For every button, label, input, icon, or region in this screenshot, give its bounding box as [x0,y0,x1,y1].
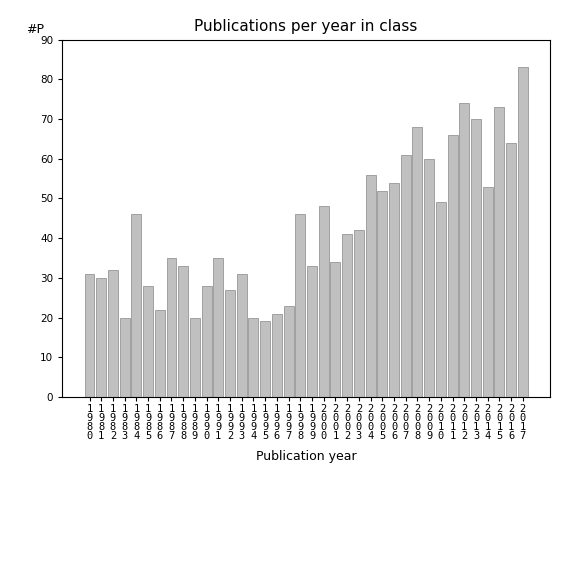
Bar [494,107,505,397]
Title: Publications per year in class: Publications per year in class [194,19,418,35]
Bar [483,187,493,397]
Bar [213,258,223,397]
Bar [202,286,211,397]
Text: #P: #P [26,23,44,36]
Bar [237,274,247,397]
Bar [436,202,446,397]
Bar [342,234,352,397]
Bar [401,155,411,397]
Bar [331,262,340,397]
Bar [108,270,118,397]
X-axis label: Publication year: Publication year [256,450,357,463]
Bar [120,318,130,397]
Bar [295,214,305,397]
Bar [84,274,95,397]
Bar [354,230,364,397]
Bar [260,321,270,397]
Bar [366,175,375,397]
Bar [447,135,458,397]
Bar [412,127,422,397]
Bar [424,159,434,397]
Bar [190,318,200,397]
Bar [506,143,516,397]
Bar [272,314,282,397]
Bar [155,310,165,397]
Bar [377,191,387,397]
Bar [518,67,528,397]
Bar [307,266,317,397]
Bar [225,290,235,397]
Bar [389,183,399,397]
Bar [471,119,481,397]
Bar [284,306,294,397]
Bar [167,258,176,397]
Bar [132,214,141,397]
Bar [319,206,329,397]
Bar [459,103,469,397]
Bar [248,318,259,397]
Bar [96,278,106,397]
Bar [178,266,188,397]
Bar [143,286,153,397]
